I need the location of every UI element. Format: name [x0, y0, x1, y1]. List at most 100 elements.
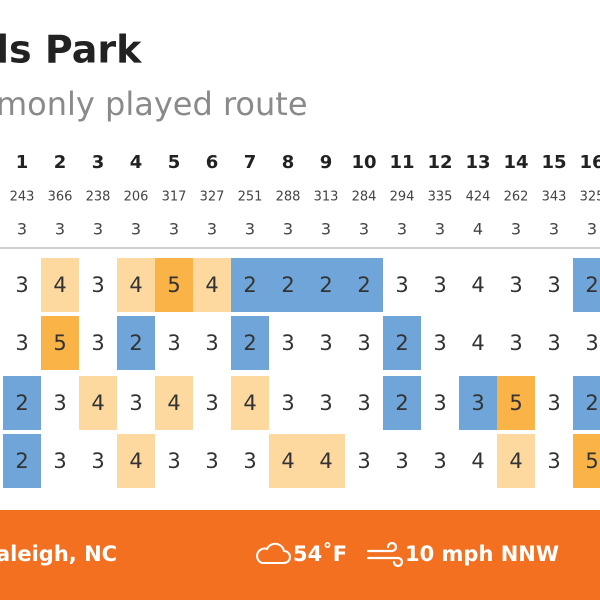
score-highlight [117, 258, 155, 312]
hole-par: 3 [511, 220, 521, 239]
score-highlight [269, 258, 307, 312]
score: 2 [395, 391, 408, 415]
hole-number: 14 [503, 152, 528, 173]
hole-distance: 327 [200, 190, 225, 205]
hole-distance: 284 [352, 190, 377, 205]
hole-number: 1 [16, 152, 29, 173]
score: 4 [167, 391, 180, 415]
score: 4 [243, 391, 256, 415]
hole-number: 16 [579, 152, 600, 173]
score-highlight [573, 376, 600, 430]
hole-number: 4 [130, 152, 143, 173]
hole-number: 8 [282, 152, 295, 173]
score: 3 [547, 391, 560, 415]
score: 4 [471, 449, 484, 473]
score-highlight [383, 316, 421, 370]
score: 2 [585, 391, 598, 415]
cloud-icon [256, 542, 291, 564]
title: ls Park [0, 28, 142, 72]
hole-number: 12 [427, 152, 452, 173]
hole-number: 10 [351, 152, 376, 173]
score: 3 [281, 331, 294, 355]
score: 3 [547, 449, 560, 473]
score: 4 [471, 331, 484, 355]
hole-distance: 238 [86, 190, 111, 205]
wind-icon [366, 541, 404, 568]
score-highlight [573, 434, 600, 488]
score-highlight [41, 258, 79, 312]
hole-distance: 366 [48, 190, 73, 205]
score: 3 [433, 449, 446, 473]
score: 3 [585, 331, 598, 355]
score: 2 [15, 391, 28, 415]
hole-par: 3 [93, 220, 103, 239]
score: 3 [129, 391, 142, 415]
score: 3 [433, 273, 446, 297]
wind: 10 mph NNW [405, 542, 559, 566]
hole-number: 7 [244, 152, 257, 173]
hole-number: 2 [54, 152, 67, 173]
score: 5 [167, 273, 180, 297]
hole-distance: 317 [162, 190, 187, 205]
hole-distance: 325 [580, 190, 600, 205]
score: 4 [319, 449, 332, 473]
hole-number: 13 [465, 152, 490, 173]
score: 3 [91, 449, 104, 473]
temperature: 54˚F [293, 542, 347, 566]
score: 3 [281, 391, 294, 415]
score-highlight [307, 258, 345, 312]
score: 4 [471, 273, 484, 297]
score: 3 [471, 391, 484, 415]
location: aleigh, NC [0, 542, 117, 566]
score-grid: 1243323663323834206353173632737251382883… [3, 152, 600, 488]
hole-distance: 262 [504, 190, 529, 205]
hole-par: 3 [131, 220, 141, 239]
score: 2 [357, 273, 370, 297]
score: 3 [395, 273, 408, 297]
score-highlight [497, 376, 535, 430]
hole-number: 5 [168, 152, 181, 173]
score: 3 [509, 331, 522, 355]
score-highlight [383, 376, 421, 430]
score: 3 [91, 273, 104, 297]
hole-par: 3 [55, 220, 65, 239]
hole-par: 3 [321, 220, 331, 239]
hole-number: 9 [320, 152, 333, 173]
score-highlight [41, 316, 79, 370]
score-highlight [3, 376, 41, 430]
hole-par: 3 [587, 220, 597, 239]
hole-par: 3 [435, 220, 445, 239]
score-highlight [231, 258, 269, 312]
score: 3 [319, 391, 332, 415]
score: 2 [243, 273, 256, 297]
score: 2 [243, 331, 256, 355]
score: 3 [53, 391, 66, 415]
score: 3 [433, 391, 446, 415]
score-highlight [307, 434, 345, 488]
score-highlight [573, 258, 600, 312]
score: 2 [585, 273, 598, 297]
score: 5 [585, 449, 598, 473]
score-highlight [269, 434, 307, 488]
hole-distance: 288 [276, 190, 301, 205]
score-highlight [345, 258, 383, 312]
footer-bar [0, 510, 600, 600]
hole-par: 3 [549, 220, 559, 239]
score: 2 [395, 331, 408, 355]
score-highlight [231, 316, 269, 370]
score: 3 [509, 273, 522, 297]
score: 3 [15, 273, 28, 297]
score: 4 [129, 449, 142, 473]
score-highlight [497, 434, 535, 488]
score: 4 [281, 449, 294, 473]
score: 2 [129, 331, 142, 355]
hole-number: 3 [92, 152, 105, 173]
score: 4 [53, 273, 66, 297]
score: 3 [167, 331, 180, 355]
score: 3 [547, 331, 560, 355]
score: 3 [205, 391, 218, 415]
hole-number: 6 [206, 152, 219, 173]
score: 3 [243, 449, 256, 473]
score: 2 [319, 273, 332, 297]
score: 3 [167, 449, 180, 473]
